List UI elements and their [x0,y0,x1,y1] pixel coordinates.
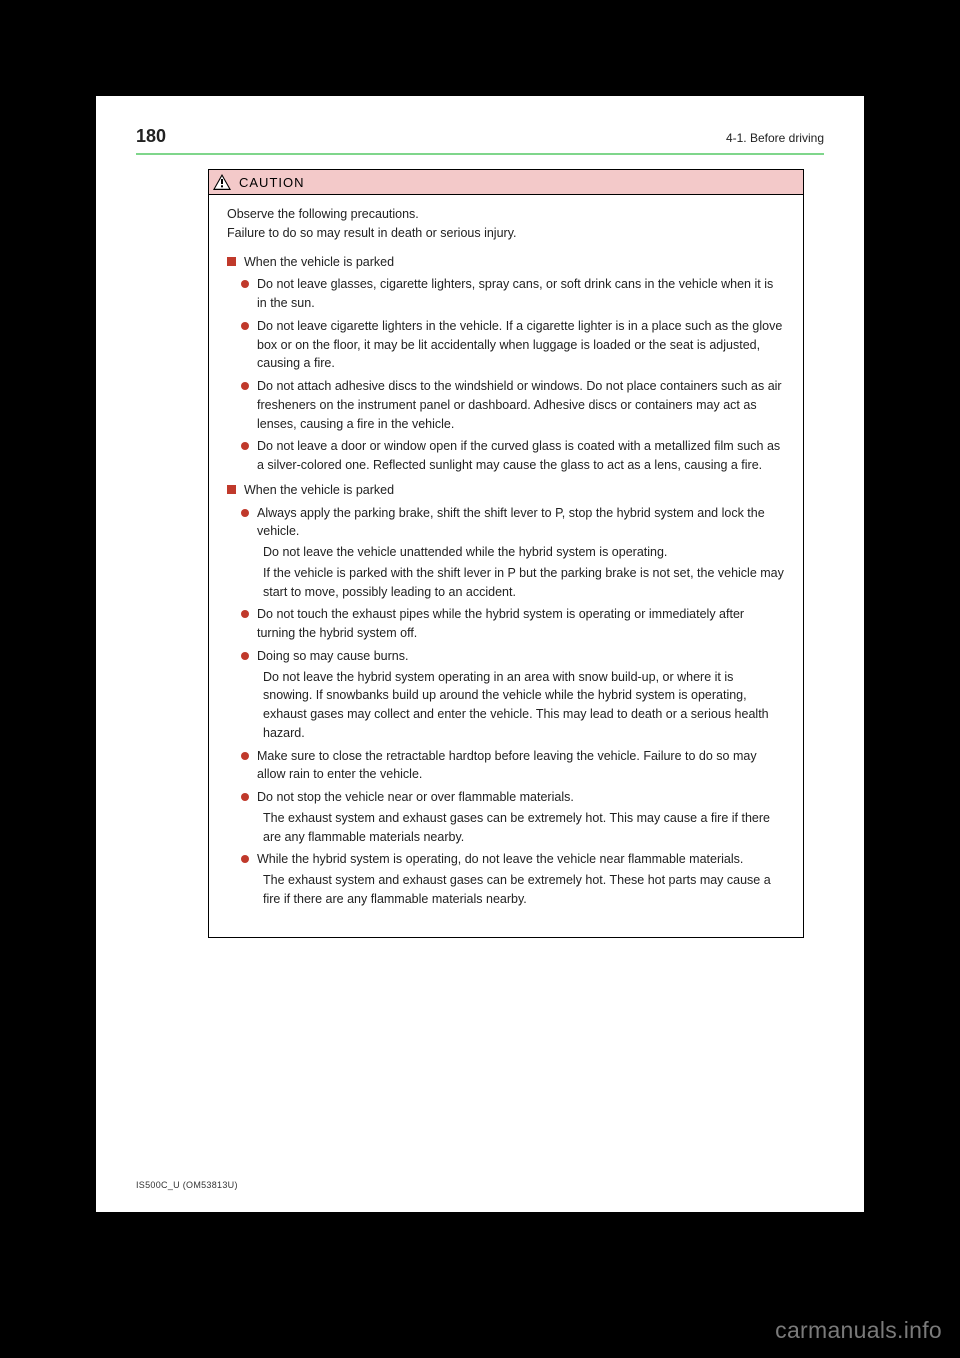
caution-section-title: When the vehicle is parked [227,253,785,272]
page-header: 180 4-1. Before driving [96,96,864,153]
section-title-text: When the vehicle is parked [244,481,394,500]
watermark: carmanuals.info [775,1317,942,1344]
section-path: 4-1. Before driving [726,131,824,145]
bullet-text: Do not attach adhesive discs to the wind… [257,377,785,433]
section-title-text: When the vehicle is parked [244,253,394,272]
bullet-text: Doing so may cause burns. [257,647,785,666]
caution-intro: Observe the following precautions. Failu… [227,205,785,243]
bullet-text: While the hybrid system is operating, do… [257,850,785,869]
bullet-marker-icon [241,322,249,330]
bullet-marker-icon [241,793,249,801]
bullet-text: Do not stop the vehicle near or over fla… [257,788,785,807]
caution-section-title: When the vehicle is parked [227,481,785,500]
bullet-subtext: Do not leave the vehicle unattended whil… [227,543,785,562]
bullet-item: Always apply the parking brake, shift th… [227,504,785,542]
bullet-marker-icon [241,382,249,390]
bullet-marker-icon [241,752,249,760]
bullet-text: Always apply the parking brake, shift th… [257,504,785,542]
footer-code: IS500C_U (OM53813U) [136,1180,238,1190]
bullet-marker-icon [241,442,249,450]
page-number: 180 [136,126,166,147]
caution-body: Observe the following precautions. Failu… [208,195,804,938]
bullet-item: Do not leave cigarette lighters in the v… [227,317,785,373]
bullet-text: Do not leave a door or window open if th… [257,437,785,475]
manual-page: 180 4-1. Before driving CAUTION Observe … [96,96,864,1212]
bullet-subtext: Do not leave the hybrid system operating… [227,668,785,743]
bullet-text: Make sure to close the retractable hardt… [257,747,785,785]
bullet-text: Do not leave cigarette lighters in the v… [257,317,785,373]
bullet-marker-icon [241,509,249,517]
intro-line: Failure to do so may result in death or … [227,224,785,243]
square-marker-icon [227,485,236,494]
bullet-item: Do not leave a door or window open if th… [227,437,785,475]
header-rule [136,153,824,155]
bullet-marker-icon [241,855,249,863]
bullet-marker-icon [241,280,249,288]
bullet-item: Do not leave glasses, cigarette lighters… [227,275,785,313]
bullet-item: Do not touch the exhaust pipes while the… [227,605,785,643]
bullet-subtext: The exhaust system and exhaust gases can… [227,871,785,909]
bullet-item: Doing so may cause burns. [227,647,785,666]
bullet-subtext: If the vehicle is parked with the shift … [227,564,785,602]
bullet-item: While the hybrid system is operating, do… [227,850,785,869]
bullet-item: Do not stop the vehicle near or over fla… [227,788,785,807]
warning-icon [209,169,235,195]
bullet-text: Do not leave glasses, cigarette lighters… [257,275,785,313]
bullet-marker-icon [241,652,249,660]
bullet-text: Do not touch the exhaust pipes while the… [257,605,785,643]
bullet-item: Do not attach adhesive discs to the wind… [227,377,785,433]
intro-line: Observe the following precautions. [227,205,785,224]
bullet-subtext: The exhaust system and exhaust gases can… [227,809,785,847]
caution-header: CAUTION [208,169,804,195]
caution-label: CAUTION [235,175,305,190]
bullet-marker-icon [241,610,249,618]
square-marker-icon [227,257,236,266]
bullet-item: Make sure to close the retractable hardt… [227,747,785,785]
